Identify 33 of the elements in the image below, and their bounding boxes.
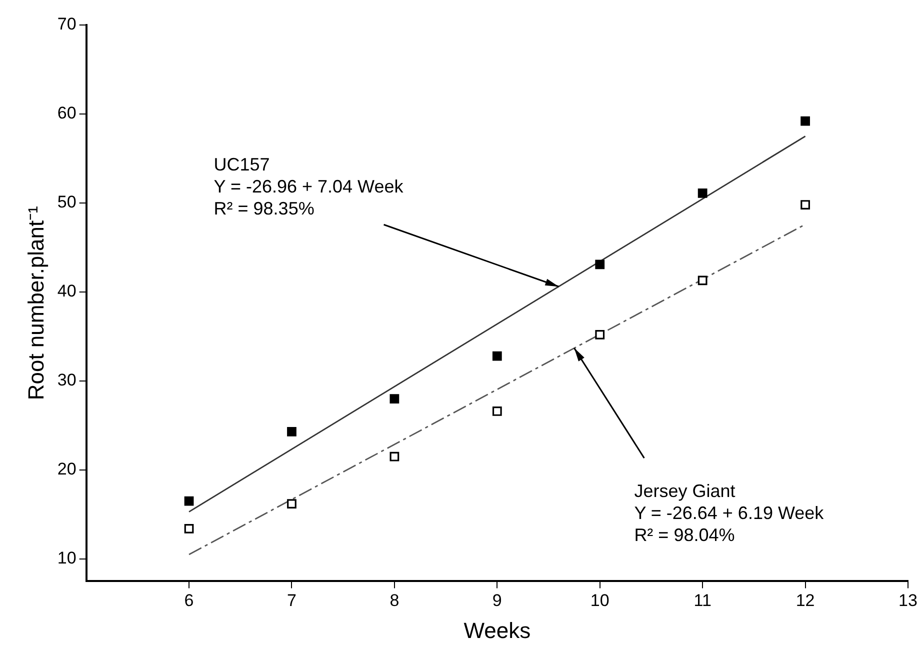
point	[698, 276, 708, 286]
x-tick-label: 7	[286, 591, 296, 610]
point	[595, 330, 605, 340]
point	[698, 188, 708, 198]
point	[492, 406, 502, 416]
point	[287, 427, 296, 436]
x-tick-label: 8	[390, 591, 400, 610]
point	[390, 394, 400, 404]
y-axis-title: Root number.plant⁻¹	[23, 206, 48, 400]
point	[492, 351, 502, 361]
annotation: UC157 Y = -26.96 + 7.04 Week R² = 98.35%	[214, 154, 404, 219]
y-tick-label: 70	[57, 14, 76, 34]
y-tick-label: 60	[57, 104, 76, 123]
point	[800, 200, 810, 210]
x-tick-label: 9	[492, 591, 502, 610]
y-tick-label: 50	[57, 192, 76, 212]
x-axis-title: Weeks	[464, 618, 531, 643]
x-tick-label: 13	[898, 591, 918, 610]
y-tick-label: 30	[57, 370, 76, 390]
point	[800, 116, 810, 126]
point	[184, 496, 194, 506]
x-tick-label: 12	[796, 591, 815, 610]
x-tick-label: 11	[694, 591, 712, 610]
point	[595, 260, 605, 270]
point	[390, 452, 400, 462]
point	[184, 524, 194, 534]
x-tick-label: 6	[184, 591, 194, 610]
x-tick-label: 10	[590, 591, 610, 610]
y-tick-label: 20	[57, 460, 76, 479]
y-tick-label: 10	[57, 548, 76, 568]
y-tick-label: 40	[57, 282, 76, 301]
annotation: Jersey Giant Y = -26.64 + 6.19 Week R² = 98.04%	[634, 481, 825, 546]
point	[287, 499, 296, 508]
